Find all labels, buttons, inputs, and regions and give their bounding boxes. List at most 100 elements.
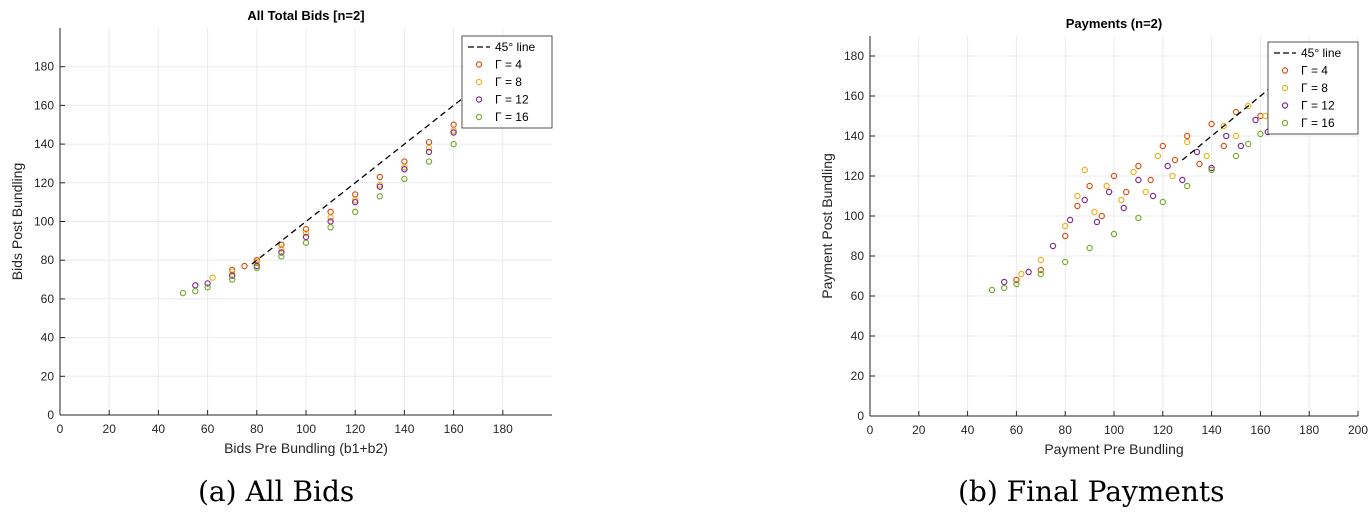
data-point — [1183, 138, 1191, 146]
legend-swatch — [475, 78, 483, 86]
data-point — [1171, 156, 1179, 164]
data-point — [425, 148, 433, 156]
data-point — [327, 218, 334, 225]
legend: 45° line Γ = 4 Γ = 8 Γ = 12 Γ = 16 — [461, 35, 553, 129]
x-tick-label: 0 — [867, 423, 874, 437]
legend-swatch — [1281, 102, 1289, 109]
x-tick-label: 120 — [345, 422, 365, 436]
data-point — [1183, 182, 1191, 190]
data-point — [302, 226, 310, 233]
series-gamma16 — [988, 130, 1264, 294]
data-point — [192, 287, 199, 295]
x-tick-label: 100 — [1104, 423, 1124, 437]
data-point — [327, 224, 334, 231]
y-tick-label: 20 — [41, 369, 55, 383]
y-tick-label: 180 — [844, 49, 864, 63]
data-point — [241, 262, 248, 270]
data-point — [278, 249, 285, 256]
data-point — [1159, 198, 1167, 206]
data-point — [1232, 132, 1240, 140]
data-point — [228, 266, 236, 274]
chart-b: 0 20 40 60 80 100 120 140 160 180 200 0 20 40 60 80 100 1… — [819, 16, 1368, 457]
data-point — [1164, 162, 1171, 170]
caption-a: (a) All Bids — [198, 475, 355, 508]
y-tick-label: 0 — [47, 408, 54, 422]
x-tick-label: 200 — [1348, 423, 1368, 437]
data-point — [450, 121, 457, 128]
y-tick-label: 120 — [844, 169, 864, 183]
legend-swatch — [475, 61, 483, 68]
x-tick-label: 20 — [912, 423, 926, 437]
data-point — [1091, 208, 1098, 216]
data-point — [302, 229, 310, 237]
y-tick-label: 80 — [41, 253, 55, 267]
y-tick-label: 60 — [41, 292, 55, 306]
data-point — [1061, 258, 1069, 266]
data-point — [1098, 212, 1106, 220]
data-point — [1208, 164, 1215, 172]
legend: 45° line Γ = 4 Γ = 8 Γ = 12 Γ = 16 — [1267, 41, 1359, 135]
data-point — [1081, 166, 1088, 174]
data-point — [1001, 278, 1008, 286]
data-point — [1103, 182, 1110, 190]
data-point — [253, 257, 260, 264]
legend-label: Γ = 12 — [495, 93, 529, 107]
data-point — [1169, 172, 1176, 180]
chart-title: All Total Bids [n=2] — [247, 8, 364, 23]
data-point — [1037, 270, 1045, 278]
reference-line-45 — [251, 95, 467, 265]
x-tick-label: 80 — [250, 422, 264, 436]
legend-label: 45° line — [1301, 46, 1341, 60]
data-point — [1252, 116, 1259, 124]
x-tick-label: 180 — [1299, 423, 1319, 437]
x-axis-label: Bids Pre Bundling (b1+b2) — [224, 440, 388, 456]
data-point — [1105, 188, 1113, 196]
data-point — [1049, 242, 1057, 250]
data-point — [278, 241, 285, 248]
data-point — [1118, 196, 1125, 204]
data-point — [1013, 276, 1020, 284]
series-gamma12 — [1001, 116, 1271, 286]
y-tick-label: 100 — [34, 215, 54, 229]
data-point — [1061, 232, 1069, 240]
x-tick-label: 140 — [394, 422, 414, 436]
data-point — [401, 175, 408, 183]
data-point — [1110, 172, 1118, 180]
y-tick-label: 120 — [34, 176, 54, 190]
data-point — [1001, 284, 1008, 292]
chart-title: Payments (n=2) — [1066, 16, 1162, 31]
x-tick-label: 60 — [1010, 423, 1024, 437]
data-point — [228, 268, 236, 276]
data-point — [278, 245, 285, 252]
data-point — [1179, 176, 1186, 184]
caption-b: (b) Final Payments — [958, 475, 1225, 508]
data-point — [1037, 256, 1045, 264]
x-tick-label: 140 — [1202, 423, 1222, 437]
y-tick-label: 0 — [857, 409, 864, 423]
data-point — [253, 262, 260, 270]
data-point — [1220, 122, 1228, 130]
data-point — [376, 193, 383, 200]
x-tick-label: 0 — [57, 422, 64, 436]
data-point — [1193, 148, 1201, 156]
data-point — [352, 198, 359, 206]
x-tick-label: 20 — [103, 422, 117, 436]
data-point — [192, 282, 199, 289]
data-point — [1159, 142, 1167, 150]
data-point — [1074, 192, 1081, 200]
data-point — [1018, 270, 1025, 278]
data-point — [204, 280, 211, 287]
data-point — [1237, 142, 1245, 150]
data-point — [1154, 152, 1162, 160]
y-axis-label: Payment Post Bundling — [819, 153, 835, 299]
y-tick-label: 40 — [851, 329, 865, 343]
y-tick-label: 180 — [34, 60, 54, 74]
data-point — [1257, 130, 1264, 138]
y-tick-label: 40 — [41, 331, 55, 345]
data-point — [988, 286, 996, 294]
y-tick-label: 140 — [844, 129, 864, 143]
x-tick-label: 160 — [1250, 423, 1270, 437]
data-point — [1025, 268, 1032, 276]
data-point — [1061, 222, 1069, 230]
x-tick-label: 100 — [296, 422, 316, 436]
